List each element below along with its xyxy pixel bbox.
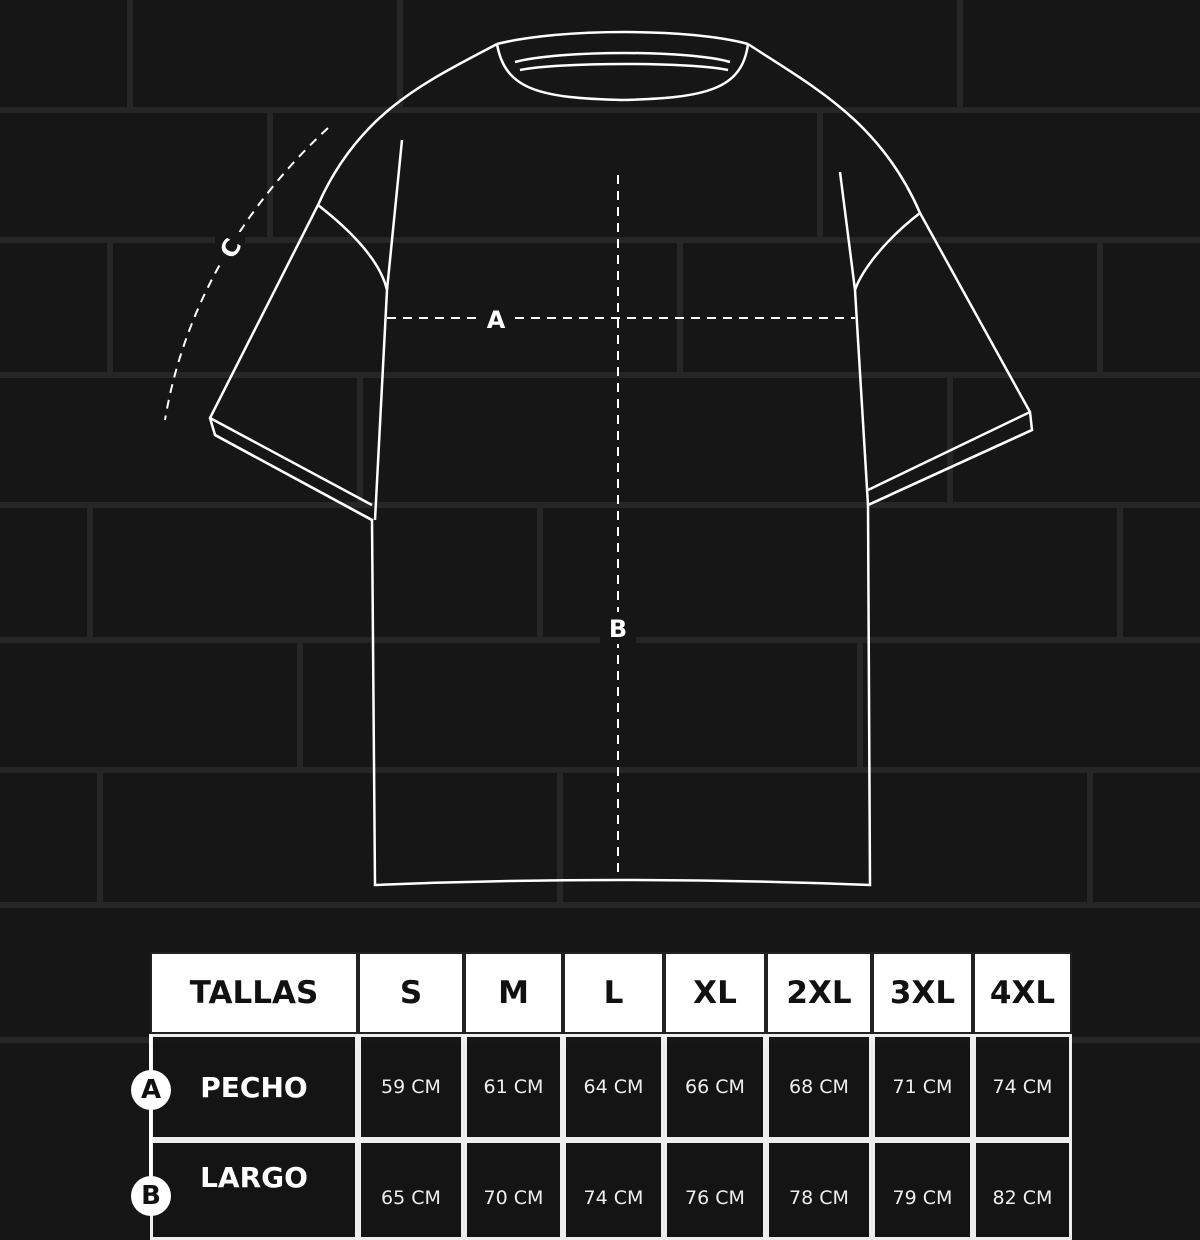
cell-largo-m: 70 CM [464, 1140, 563, 1240]
cell-largo-4xl: 82 CM [973, 1140, 1072, 1240]
tshirt-armhole-right [838, 171, 921, 506]
header-size-xl: XL [664, 952, 766, 1034]
header-size-2xl: 2XL [766, 952, 872, 1034]
cell-pecho-l: 64 CM [563, 1034, 664, 1140]
cell-pecho-2xl: 68 CM [766, 1034, 872, 1140]
cell-largo-s: 65 CM [358, 1140, 464, 1240]
tshirt-cuff-right [867, 410, 1033, 507]
row-label-largo: LARGO [150, 1140, 358, 1240]
cell-largo-3xl: 79 CM [872, 1140, 973, 1240]
header-size-3xl: 3XL [872, 952, 973, 1034]
cell-pecho-3xl: 71 CM [872, 1034, 973, 1140]
tshirt-outline [208, 42, 1034, 887]
cell-pecho-m: 61 CM [464, 1034, 563, 1140]
header-size-l: L [563, 952, 664, 1034]
cell-pecho-xl: 66 CM [664, 1034, 766, 1140]
measure-a-label: A [487, 306, 506, 334]
cell-largo-2xl: 78 CM [766, 1140, 872, 1240]
header-size-s: S [358, 952, 464, 1034]
cell-largo-l: 74 CM [563, 1140, 664, 1240]
header-size-4xl: 4XL [973, 952, 1072, 1034]
measure-c-arc [164, 127, 329, 421]
header-tallas: TALLAS [150, 952, 358, 1034]
tshirt-cuff-left [209, 416, 373, 522]
cell-pecho-s: 59 CM [358, 1034, 464, 1140]
badge-a: A [131, 1070, 171, 1110]
row-label-pecho: PECHO [150, 1034, 358, 1140]
measure-b-label: B [609, 615, 627, 643]
header-size-m: M [464, 952, 563, 1034]
tshirt-collar [495, 30, 750, 102]
cell-largo-xl: 76 CM [664, 1140, 766, 1240]
tshirt-diagram: A B C [164, 30, 1034, 887]
badge-b: B [131, 1176, 171, 1216]
tshirt-armhole-left [317, 139, 404, 521]
badge-connector-line [149, 1034, 152, 1200]
cell-pecho-4xl: 74 CM [973, 1034, 1072, 1140]
